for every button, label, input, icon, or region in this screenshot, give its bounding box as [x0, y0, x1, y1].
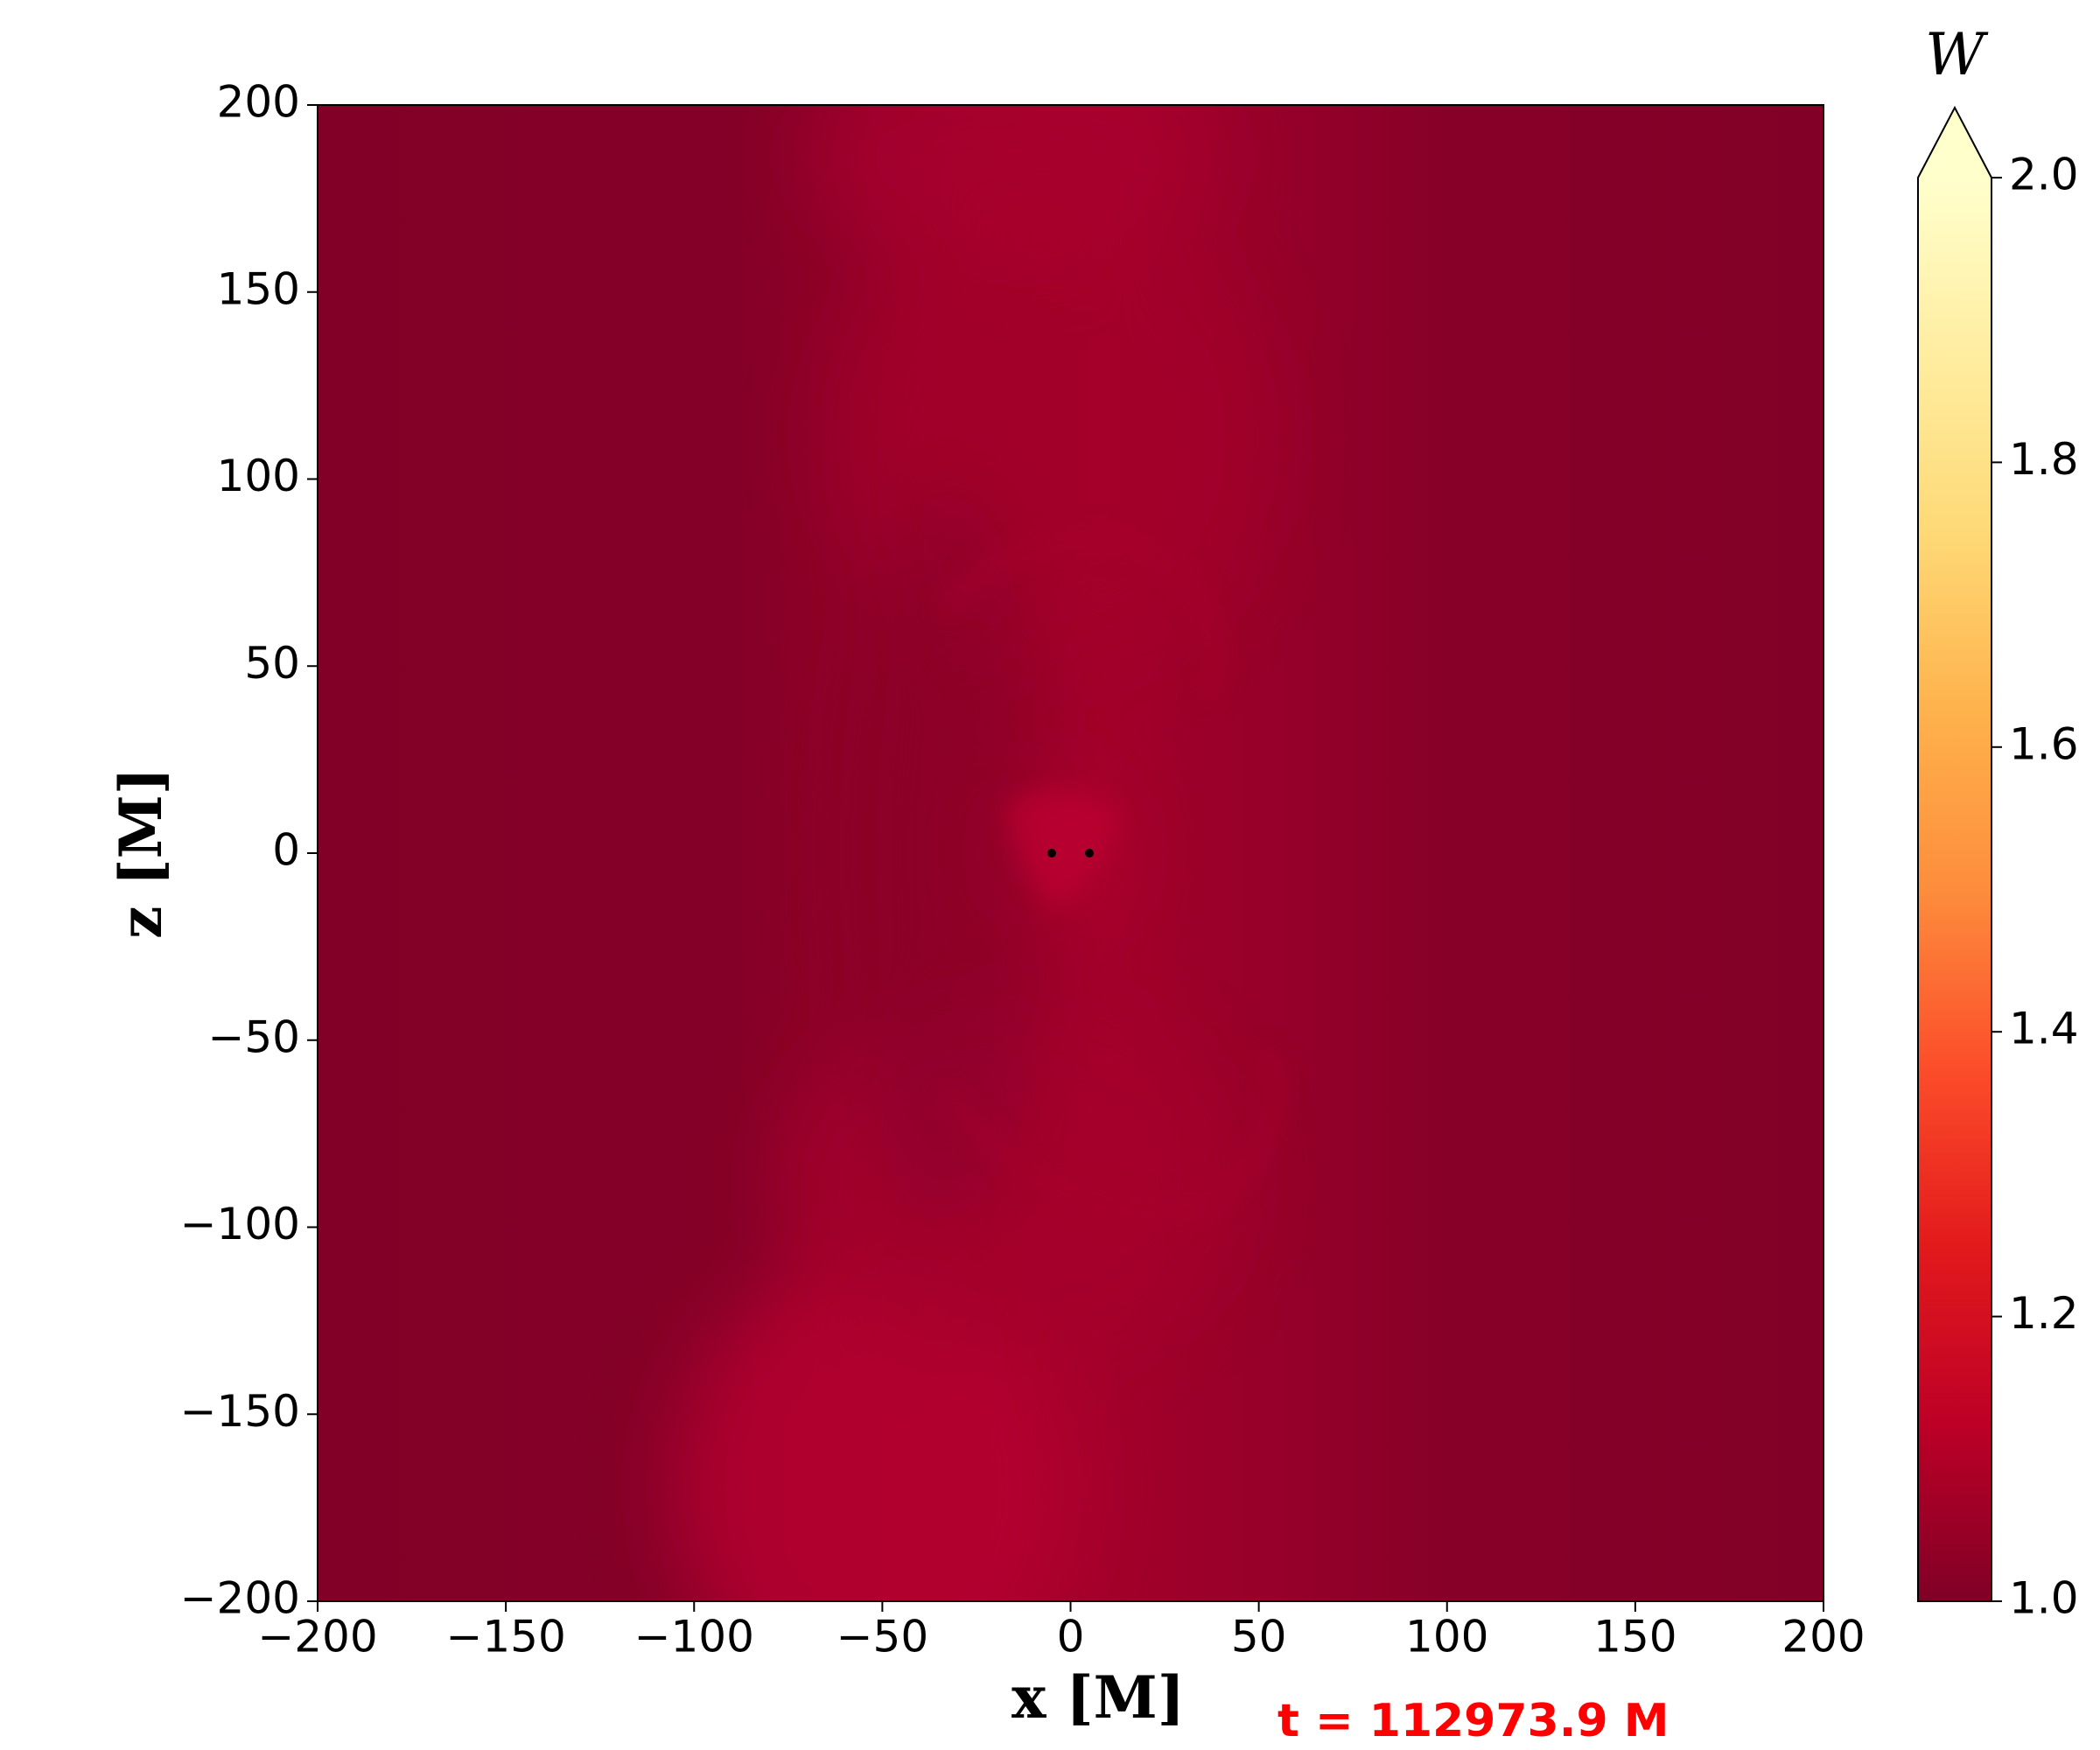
- colorbar: [1918, 178, 1992, 1601]
- x-tick-label: −50: [836, 1612, 929, 1662]
- colorbar-tick-label: 2.0: [2009, 150, 2079, 200]
- y-tick-label: 50: [244, 638, 300, 689]
- heatmap: [318, 105, 1824, 1601]
- y-tick-label: 200: [217, 77, 300, 128]
- x-tick-label: 50: [1231, 1612, 1287, 1662]
- time-annotation: t = 112973.9 M: [1278, 1695, 1670, 1747]
- colorbar-label: W: [1925, 21, 1989, 88]
- y-tick-label: −200: [180, 1573, 300, 1624]
- point: [1085, 849, 1095, 858]
- x-tick-label: 200: [1782, 1612, 1865, 1662]
- colorbar-tick-label: 1.2: [2009, 1288, 2079, 1339]
- y-tick-label: 150: [217, 263, 300, 314]
- colorbar-tick-label: 1.8: [2009, 434, 2079, 485]
- y-tick-label: −50: [207, 1012, 300, 1062]
- x-tick-label: 150: [1593, 1612, 1676, 1662]
- colorbar-frame: [1917, 105, 1992, 1602]
- colorbar-extension: [1918, 108, 1992, 178]
- x-tick-label: −150: [445, 1612, 565, 1662]
- y-tick-label: 100: [217, 451, 300, 501]
- y-tick-label: −150: [180, 1386, 300, 1437]
- colorbar-tick-label: 1.0: [2009, 1573, 2079, 1624]
- colorbar-tick-label: 1.6: [2009, 718, 2079, 769]
- x-tick-label: −200: [257, 1612, 377, 1662]
- x-tick-label: 100: [1405, 1612, 1488, 1662]
- x-tick-label: −100: [634, 1612, 754, 1662]
- x-tick-label: 0: [1057, 1612, 1085, 1662]
- point: [1046, 849, 1056, 858]
- y-tick-label: 0: [272, 825, 300, 876]
- y-tick-label: −100: [180, 1199, 300, 1250]
- colorbar-tick-label: 1.4: [2009, 1004, 2079, 1054]
- y-axis-label: z [M]: [107, 767, 175, 939]
- x-axis-label: x [M]: [1012, 1663, 1185, 1732]
